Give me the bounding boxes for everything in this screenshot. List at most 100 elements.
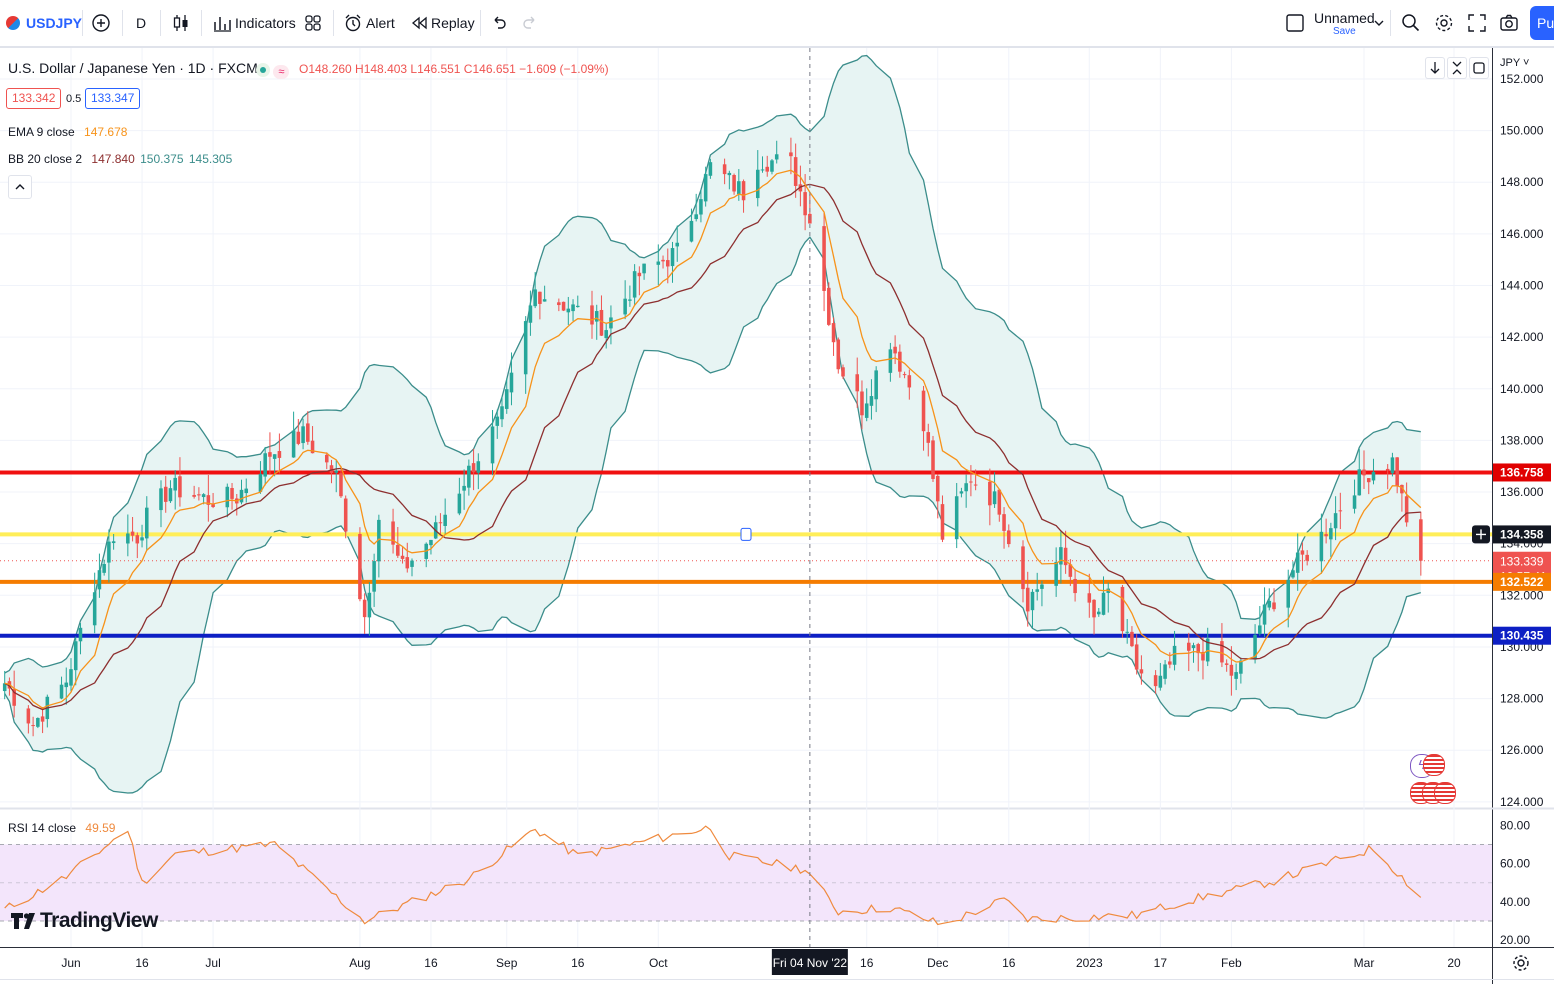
candle-body: [429, 539, 433, 546]
templates-button[interactable]: [303, 10, 323, 36]
us-flag-event-icon[interactable]: [1434, 782, 1456, 804]
candle-body: [907, 375, 912, 388]
candle-body: [1267, 600, 1272, 608]
candle-body: [73, 641, 78, 671]
publish-button[interactable]: Pu: [1530, 6, 1554, 40]
indicator-lines: [4, 169, 1422, 711]
interval-label: D: [136, 15, 147, 31]
price-axis-background: [1492, 48, 1554, 984]
candle-body: [997, 489, 1002, 515]
layout-name-menu[interactable]: Unnamed Save: [1314, 6, 1375, 40]
market-open-dot-icon: [256, 63, 270, 77]
indicators-button[interactable]: Indicators: [212, 10, 296, 36]
candle-body: [822, 226, 826, 291]
candle-body: [504, 389, 509, 409]
bb-fill: [4, 55, 1421, 794]
candle-body: [571, 304, 575, 312]
collapse-arrows-icon: [1452, 61, 1462, 75]
axes: Jun 16 Jul Aug 16 Sep 16 Oct 16 Dec 16 2023 17 Feb Mar…: [61, 72, 1543, 970]
candle-body: [329, 465, 334, 473]
top-toolbar: USDJPY D Indicators Alert Replay Unnamed…: [0, 0, 1554, 48]
candle-body: [268, 452, 272, 457]
candle-body: [1319, 531, 1324, 562]
candle-body: [239, 489, 244, 503]
candle-body: [528, 305, 533, 323]
candle-body: [1390, 457, 1395, 474]
candle-body: [921, 390, 926, 432]
time-axis-label: Mar: [1354, 956, 1375, 970]
layout-toggle[interactable]: [1285, 10, 1305, 36]
settings-button[interactable]: [1433, 10, 1455, 36]
search-button[interactable]: [1400, 10, 1422, 36]
price-axis-label: 152.000: [1500, 72, 1544, 86]
candle-body: [561, 301, 566, 311]
candle-body: [258, 473, 263, 492]
red-line-price-tag: [1493, 463, 1551, 482]
undo-button[interactable]: [489, 10, 509, 36]
sell-button[interactable]: 133.342: [6, 88, 62, 109]
collapse-legend-button[interactable]: [8, 175, 32, 199]
candle-body: [1262, 604, 1267, 625]
candles-icon: [173, 15, 188, 31]
candle-body: [206, 495, 211, 505]
candle-body: [1352, 495, 1357, 509]
candle-body: [888, 349, 893, 373]
candle-body: [604, 330, 608, 339]
fullscreen-button[interactable]: [1466, 10, 1488, 36]
currency-menu[interactable]: JPY ˅: [1500, 57, 1529, 69]
redo-button[interactable]: [520, 10, 540, 36]
candle-body: [2, 683, 7, 692]
tradingview-logo[interactable]: TradingView: [10, 909, 158, 933]
layout-menu-chevron[interactable]: [1372, 10, 1386, 36]
market-status[interactable]: ≈: [256, 61, 290, 79]
candle-body: [1291, 570, 1295, 578]
candle-body: [334, 470, 339, 473]
spread-text: 0.5: [66, 93, 82, 105]
candle-body: [1395, 457, 1399, 487]
alarm-clock-icon: [345, 14, 361, 32]
time-axis-label: 16: [571, 956, 585, 970]
pane-restore-button[interactable]: [1469, 57, 1489, 79]
bb-legend[interactable]: BB 20 close 2 147.840 150.375 145.305: [8, 152, 232, 166]
time-axis-settings-button[interactable]: [1510, 952, 1532, 979]
buy-button[interactable]: 133.347: [85, 88, 141, 109]
pane-maximize-button[interactable]: [1447, 57, 1467, 79]
bid-price: 133.342: [12, 91, 56, 105]
candle-body: [1385, 468, 1390, 471]
candle-body: [1224, 663, 1229, 665]
divider: [122, 10, 123, 36]
price-axis-label: 148.000: [1500, 175, 1544, 189]
candle-body: [1258, 625, 1262, 634]
candle-body: [438, 522, 443, 524]
candle-body: [831, 323, 836, 343]
time-axis-label: 17: [1154, 956, 1168, 970]
pane-move-down-button[interactable]: [1425, 57, 1445, 79]
candle-body: [675, 242, 680, 247]
candle-body: [230, 488, 234, 499]
candle-body: [727, 172, 732, 176]
candle-body: [476, 461, 481, 473]
candle-body: [40, 716, 45, 722]
compare-button[interactable]: [90, 10, 112, 36]
candle-body: [1035, 589, 1039, 592]
alert-button[interactable]: Alert: [343, 10, 395, 36]
ema-legend[interactable]: EMA 9 close 147.678: [8, 125, 127, 139]
rsi-legend[interactable]: RSI 14 close 49.59: [8, 821, 115, 835]
crosshair: Fri 04 Nov '22: [771, 48, 1490, 975]
candle-body: [462, 485, 466, 491]
candle-body: [1324, 534, 1328, 537]
brand-name: TradingView: [40, 909, 158, 932]
us-flag-event-icon[interactable]: [1423, 754, 1445, 776]
interval-button[interactable]: D: [136, 10, 146, 36]
candle-body: [1366, 478, 1371, 483]
snapshot-button[interactable]: [1498, 10, 1520, 36]
candle-body: [741, 181, 746, 201]
symbol-search[interactable]: USDJPY: [6, 10, 82, 36]
crosshair-price-tag: [1493, 525, 1551, 544]
replay-button[interactable]: Replay: [410, 10, 475, 36]
chart-type-button[interactable]: [171, 10, 191, 36]
candle-body: [1063, 547, 1068, 566]
candle-body: [1097, 611, 1101, 615]
candle-body: [211, 504, 215, 508]
